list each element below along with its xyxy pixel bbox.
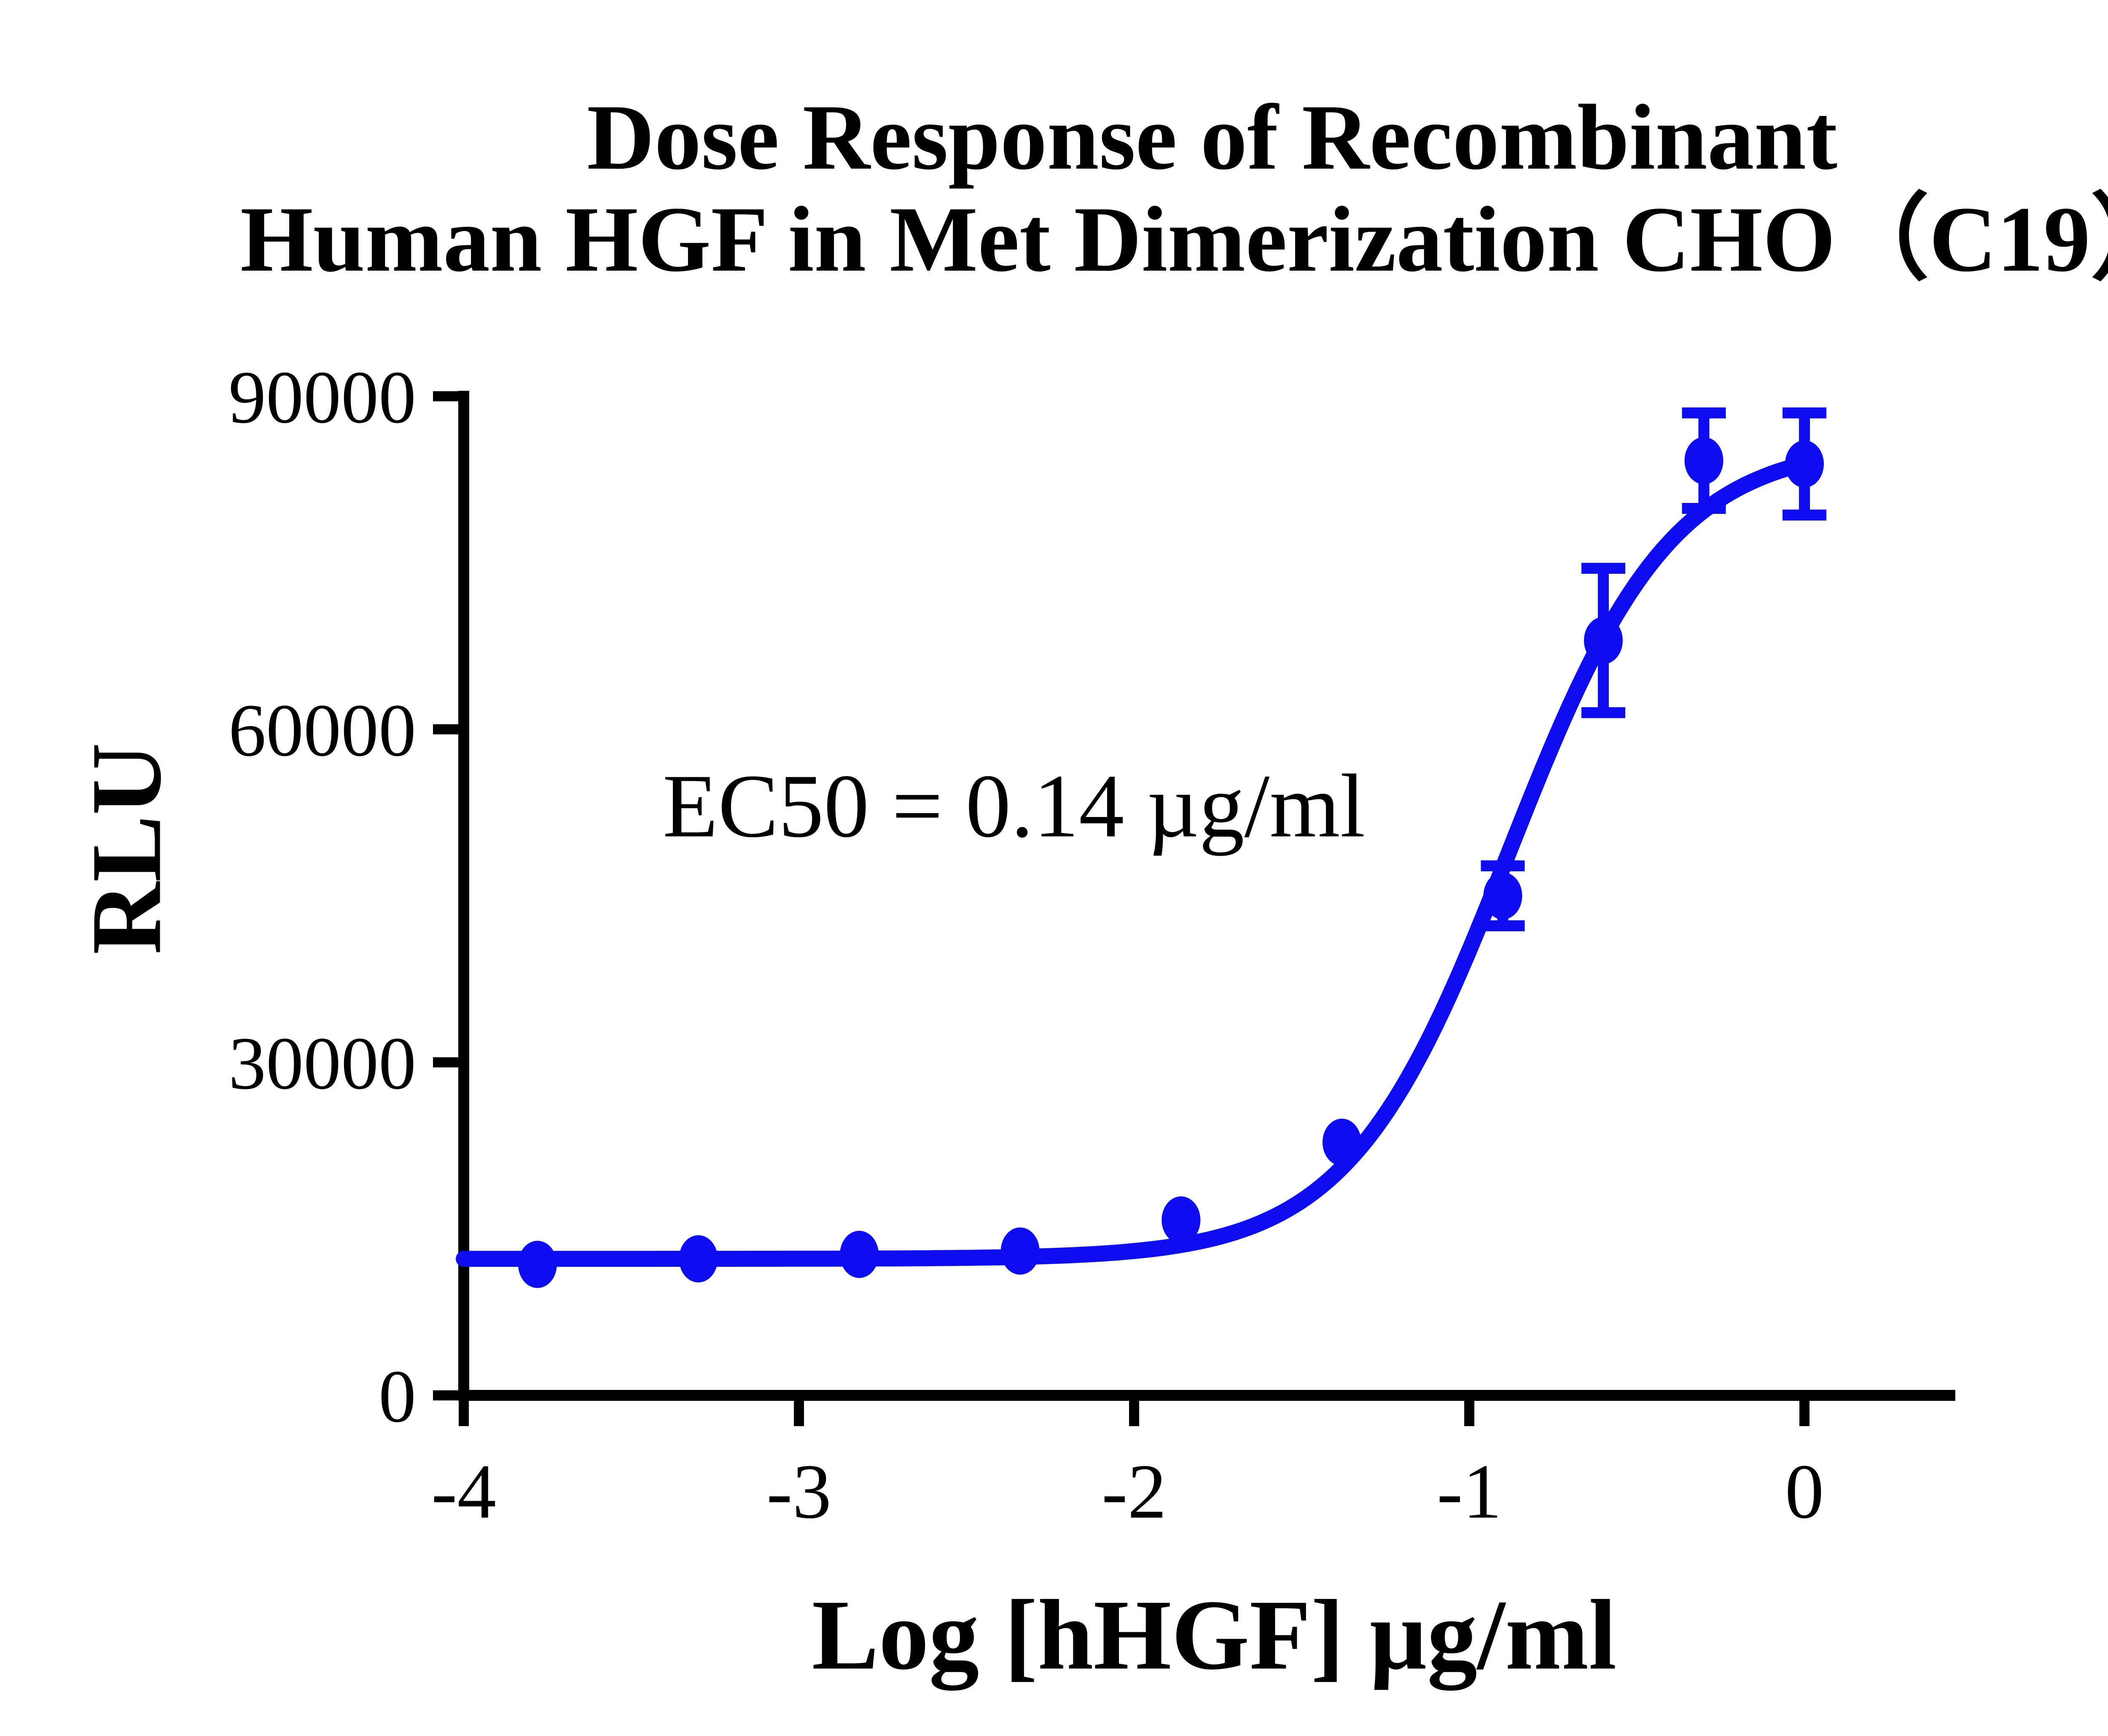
chart-title-line1: Dose Response of Recombinant — [586, 86, 1838, 189]
x-tick-label: -1 — [1437, 1448, 1502, 1535]
data-point — [1785, 440, 1824, 488]
data-point — [1584, 617, 1623, 664]
data-point — [1322, 1118, 1361, 1166]
data-point — [1162, 1196, 1201, 1244]
y-tick-label: 0 — [379, 1354, 416, 1438]
y-axis-title: RLU — [71, 742, 182, 955]
chart-title: Dose Response of Recombinant Human HGF i… — [158, 86, 2108, 290]
data-point — [1684, 437, 1724, 484]
data-point — [840, 1231, 879, 1278]
data-point — [1483, 872, 1522, 919]
data-point — [1000, 1227, 1040, 1275]
y-tick-label: 90000 — [229, 355, 416, 439]
x-tick-label: -4 — [431, 1448, 496, 1535]
x-tick-label: -2 — [1102, 1448, 1167, 1535]
x-axis-title: Log [hHGF] µg/ml — [812, 1580, 1617, 1690]
chart-title-line2: Human HGF in Met Dimerization CHO（C19） — [240, 188, 2108, 291]
y-tick-label: 60000 — [229, 688, 416, 772]
x-tick-label: -3 — [766, 1448, 831, 1535]
data-point — [679, 1235, 718, 1283]
y-tick-label: 30000 — [229, 1021, 416, 1105]
ec50-annotation: EC50 = 0.14 µg/ml — [662, 755, 1366, 856]
x-tick-label: 0 — [1785, 1448, 1824, 1535]
data-point — [518, 1241, 557, 1288]
